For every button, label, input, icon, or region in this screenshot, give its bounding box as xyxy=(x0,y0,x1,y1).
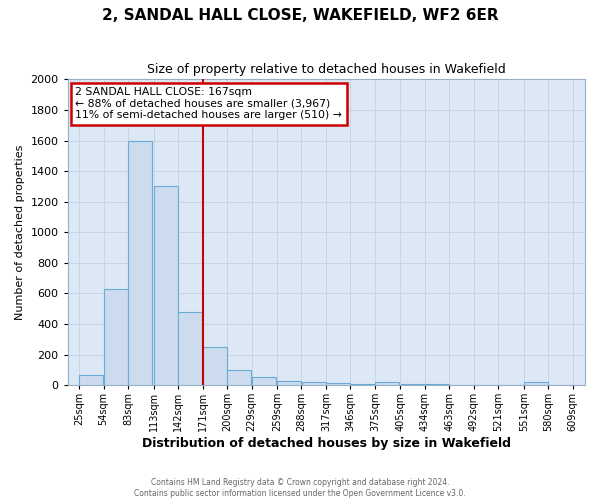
Text: 2, SANDAL HALL CLOSE, WAKEFIELD, WF2 6ER: 2, SANDAL HALL CLOSE, WAKEFIELD, WF2 6ER xyxy=(101,8,499,22)
Bar xyxy=(154,186,178,385)
Title: Size of property relative to detached houses in Wakefield: Size of property relative to detached ho… xyxy=(147,62,506,76)
Bar xyxy=(104,289,128,385)
Bar xyxy=(524,382,548,385)
Bar xyxy=(401,384,424,385)
Bar xyxy=(128,140,152,385)
Bar xyxy=(351,384,374,385)
Text: Contains HM Land Registry data © Crown copyright and database right 2024.
Contai: Contains HM Land Registry data © Crown c… xyxy=(134,478,466,498)
Bar xyxy=(178,312,202,385)
Bar xyxy=(302,382,326,385)
Bar xyxy=(326,383,350,385)
Bar xyxy=(425,384,449,385)
X-axis label: Distribution of detached houses by size in Wakefield: Distribution of detached houses by size … xyxy=(142,437,511,450)
Text: 2 SANDAL HALL CLOSE: 167sqm
← 88% of detached houses are smaller (3,967)
11% of : 2 SANDAL HALL CLOSE: 167sqm ← 88% of det… xyxy=(76,87,343,120)
Bar xyxy=(252,376,276,385)
Bar xyxy=(203,347,227,385)
Bar xyxy=(375,382,399,385)
Bar xyxy=(227,370,251,385)
Bar xyxy=(277,380,301,385)
Y-axis label: Number of detached properties: Number of detached properties xyxy=(15,144,25,320)
Bar xyxy=(79,375,103,385)
